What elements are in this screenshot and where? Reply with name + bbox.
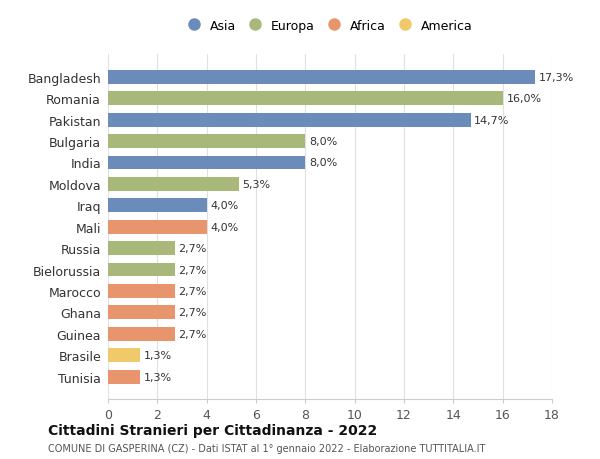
Bar [108,71,535,84]
Bar [108,327,175,341]
Text: 2,7%: 2,7% [178,244,206,253]
Bar [108,263,175,277]
Text: 2,7%: 2,7% [178,308,206,318]
Bar [108,306,175,319]
Text: Cittadini Stranieri per Cittadinanza - 2022: Cittadini Stranieri per Cittadinanza - 2… [48,423,377,437]
Text: 14,7%: 14,7% [474,115,509,125]
Text: 8,0%: 8,0% [309,158,337,168]
Text: 2,7%: 2,7% [178,265,206,275]
Bar [108,241,175,256]
Text: 2,7%: 2,7% [178,329,206,339]
Bar [108,220,206,234]
Text: 8,0%: 8,0% [309,137,337,147]
Text: 1,3%: 1,3% [144,372,172,382]
Text: 4,0%: 4,0% [211,222,239,232]
Legend: Asia, Europa, Africa, America: Asia, Europa, Africa, America [184,17,476,37]
Bar [108,92,503,106]
Text: 5,3%: 5,3% [242,179,271,190]
Text: COMUNE DI GASPERINA (CZ) - Dati ISTAT al 1° gennaio 2022 - Elaborazione TUTTITAL: COMUNE DI GASPERINA (CZ) - Dati ISTAT al… [48,443,485,453]
Bar [108,156,305,170]
Text: 17,3%: 17,3% [538,73,574,83]
Text: 1,3%: 1,3% [144,350,172,360]
Bar [108,370,140,384]
Bar [108,178,239,191]
Text: 4,0%: 4,0% [211,201,239,211]
Text: 2,7%: 2,7% [178,286,206,296]
Text: 16,0%: 16,0% [506,94,541,104]
Bar [108,135,305,149]
Bar [108,348,140,362]
Bar [108,113,470,127]
Bar [108,199,206,213]
Bar [108,284,175,298]
